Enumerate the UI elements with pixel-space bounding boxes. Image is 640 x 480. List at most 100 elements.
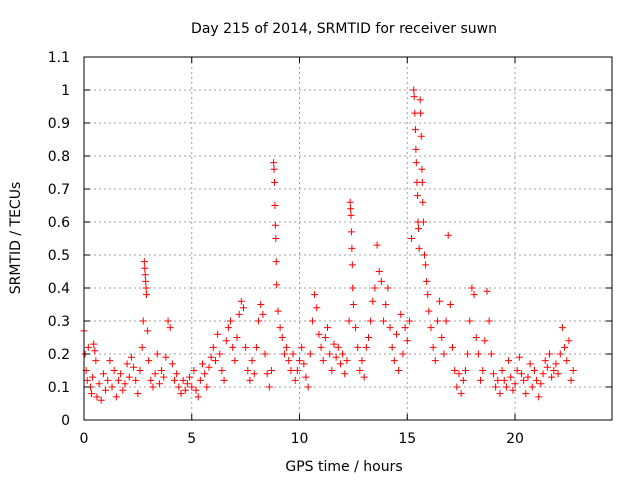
data-point — [563, 357, 571, 365]
y-tick-label: 0.1 — [48, 380, 70, 396]
data-point — [271, 202, 279, 209]
data-point — [248, 357, 256, 365]
data-point — [474, 350, 482, 358]
data-point — [418, 165, 426, 173]
data-point — [102, 386, 110, 394]
data-point — [537, 380, 545, 388]
x-tick-label: 5 — [187, 431, 196, 447]
data-point — [209, 343, 217, 351]
data-point — [276, 324, 284, 332]
data-point — [304, 383, 312, 391]
data-point — [257, 301, 265, 308]
data-point — [242, 343, 250, 351]
data-point — [524, 373, 532, 381]
data-point — [181, 386, 189, 394]
data-point — [552, 360, 560, 368]
plot-frame — [83, 56, 613, 421]
data-point — [134, 390, 142, 398]
data-point — [461, 367, 469, 374]
data-point — [142, 291, 150, 299]
axis-ticks — [83, 56, 612, 421]
data-point — [211, 357, 219, 365]
data-point — [84, 343, 92, 351]
data-point — [306, 350, 314, 358]
data-point — [392, 330, 400, 338]
data-point — [533, 376, 541, 384]
data-point — [196, 376, 204, 384]
data-point — [569, 367, 577, 374]
data-point — [278, 334, 286, 341]
data-point — [173, 370, 181, 378]
data-point — [410, 93, 418, 101]
x-axis-label: GPS time / hours — [285, 459, 402, 475]
data-point — [298, 343, 306, 351]
data-point — [92, 357, 100, 365]
data-point — [127, 353, 135, 361]
data-point — [186, 373, 194, 381]
data-point — [371, 284, 379, 292]
y-tick-label: 0.4 — [48, 281, 70, 297]
y-tick-label: 0.9 — [48, 116, 70, 132]
y-tick-label: 0.2 — [48, 347, 70, 363]
data-point — [214, 330, 222, 338]
data-point — [216, 350, 224, 358]
data-point — [558, 324, 566, 332]
data-point — [117, 370, 125, 378]
data-point — [319, 357, 327, 365]
data-point — [95, 380, 103, 388]
data-point — [446, 301, 454, 308]
chart-title: Day 215 of 2014, SRMTID for receiver suw… — [191, 21, 497, 37]
data-point — [347, 205, 355, 213]
data-point — [108, 383, 116, 391]
data-point — [457, 390, 465, 398]
data-point — [147, 376, 155, 384]
grid-lines — [84, 57, 612, 420]
data-point — [336, 360, 344, 368]
data-point — [272, 258, 280, 266]
data-point — [485, 317, 493, 325]
data-point — [511, 380, 519, 388]
data-point — [164, 317, 172, 325]
data-point — [139, 317, 147, 325]
data-point — [408, 235, 416, 242]
data-point — [464, 350, 472, 358]
data-point — [405, 317, 413, 325]
data-point — [433, 317, 441, 325]
y-axis-label: SRMTID / TECUs — [8, 182, 24, 295]
data-point — [403, 337, 411, 345]
data-point — [142, 284, 150, 292]
data-point — [149, 383, 157, 391]
data-point — [364, 334, 372, 341]
data-point — [459, 376, 467, 384]
data-point — [354, 343, 362, 351]
data-point — [272, 235, 280, 242]
data-point — [522, 390, 530, 398]
data-point — [166, 324, 174, 332]
data-point — [270, 165, 278, 173]
data-point — [386, 324, 394, 332]
x-tick-label: 10 — [291, 431, 309, 447]
data-point — [348, 261, 356, 269]
data-point — [324, 324, 332, 332]
data-point — [431, 357, 439, 365]
data-point — [424, 291, 432, 299]
data-point — [419, 218, 427, 226]
data-point — [271, 221, 279, 229]
data-point — [144, 327, 152, 335]
data-point — [326, 350, 334, 358]
data-point — [171, 376, 179, 384]
tick-labels: 0 0.1 0.2 0.3 0.4 0.5 0.6 0.7 0.8 0.9 1 1.1 0 5 10 15 20 — [48, 50, 524, 447]
data-point — [541, 357, 549, 365]
data-point — [360, 373, 368, 381]
data-point — [99, 370, 107, 378]
data-point — [293, 367, 301, 374]
data-point — [451, 367, 459, 374]
data-point — [561, 343, 569, 351]
y-tick-label: 0.3 — [48, 314, 70, 330]
data-point — [388, 343, 396, 351]
data-point — [479, 367, 487, 374]
data-point — [280, 350, 288, 358]
data-point — [423, 277, 431, 285]
data-point — [250, 370, 258, 378]
data-point — [142, 277, 150, 285]
